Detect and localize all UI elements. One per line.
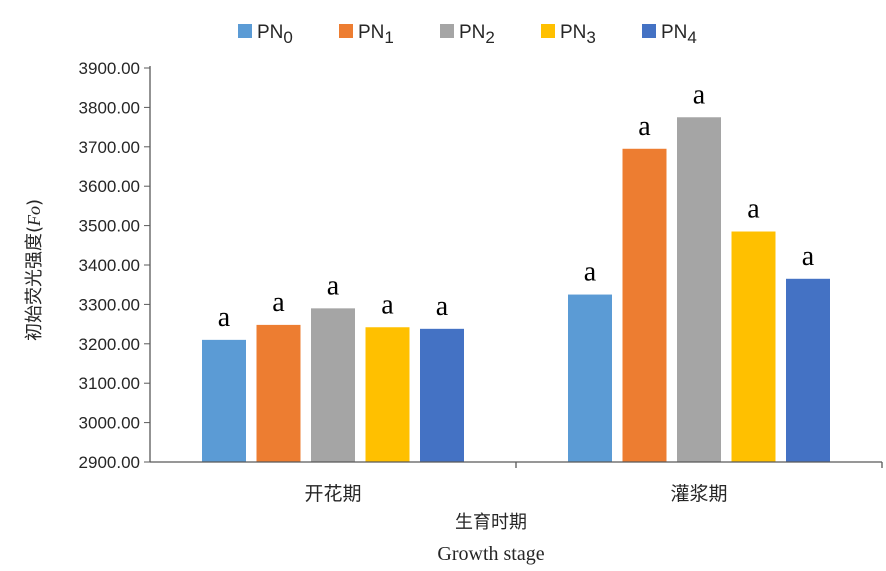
bar-pn4-1 (786, 278, 830, 462)
significance-label: a (747, 194, 760, 225)
legend-label: PN2 (459, 22, 495, 47)
axes (149, 66, 883, 468)
bars (202, 117, 830, 462)
legend-swatch (339, 24, 353, 38)
significance-label: a (802, 241, 815, 272)
bar-pn1-0 (256, 324, 301, 462)
legend-swatch (642, 24, 656, 38)
x-category-label: 开花期 (304, 483, 361, 505)
x-category-label: 灌浆期 (670, 483, 727, 505)
legend-label: PN0 (257, 22, 293, 47)
y-axis-paren-open: ( (24, 226, 45, 233)
y-tick-label: 2900.00 (79, 453, 140, 472)
bar-pn0-1 (568, 294, 612, 462)
y-tick-label: 3800.00 (79, 98, 140, 117)
y-axis-title: 初始荧光强度(Fo) (24, 199, 45, 341)
category-labels: 开花期 灌浆期 (304, 483, 727, 505)
y-tick-label: 3700.00 (79, 138, 140, 157)
y-tick-label: 3300.00 (79, 295, 140, 314)
y-tick-label: 3100.00 (79, 374, 140, 393)
y-tick-label: 3400.00 (79, 256, 140, 275)
y-axis-label: 初始荧光强度 (24, 233, 45, 341)
significance-label: a (584, 257, 597, 288)
significance-label: a (218, 302, 231, 333)
y-tick-label: 3000.00 (79, 414, 140, 433)
bar-pn3-0 (365, 327, 410, 462)
legend-label: PN3 (560, 22, 596, 47)
significance-label: a (638, 111, 651, 142)
legend-swatch (440, 24, 454, 38)
bar-pn1-1 (622, 148, 667, 462)
y-tick-label: 3600.00 (79, 177, 140, 196)
bar-pn2-1 (677, 117, 721, 462)
legend-label: PN4 (661, 22, 697, 47)
bar-pn3-1 (731, 231, 776, 462)
y-tick-label: 3200.00 (79, 335, 140, 354)
legend-swatch (238, 24, 252, 38)
legend: PN0 PN1 PN2 PN3 PN4 (238, 22, 697, 47)
bar-pn0-0 (202, 339, 246, 462)
y-axis-paren-close: ) (24, 199, 45, 206)
significance-labels: a a a a a a a a a a (218, 79, 815, 333)
legend-label: PN1 (358, 22, 394, 47)
significance-label: a (436, 291, 449, 322)
x-axis-title: 生育时期 (455, 512, 527, 533)
x-axis-title-en: Growth stage (437, 543, 544, 565)
significance-label: a (327, 270, 340, 301)
y-tick-label: 3900.00 (79, 59, 140, 78)
bar-pn4-0 (420, 328, 464, 462)
significance-label: a (381, 289, 394, 320)
legend-swatch (541, 24, 555, 38)
y-axis-ticks: 2900.00 3000.00 3100.00 3200.00 3300.00 3400.… (79, 59, 150, 472)
bar-pn2-0 (311, 308, 355, 462)
y-tick-label: 3500.00 (79, 217, 140, 236)
y-axis-symbol: Fo (24, 206, 44, 227)
significance-label: a (272, 287, 285, 318)
significance-label: a (693, 79, 706, 110)
